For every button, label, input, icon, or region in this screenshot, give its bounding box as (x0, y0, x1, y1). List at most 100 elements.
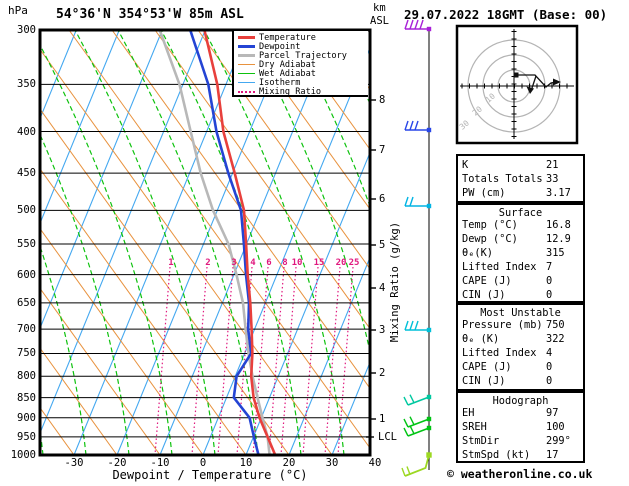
barb-tick (409, 19, 414, 30)
mixing-ratio-line (217, 266, 234, 455)
skewt-background-lines (40, 30, 370, 455)
wet-adiabat-line (160, 30, 302, 455)
hodograph-arrow (526, 86, 534, 94)
legend-item-parcel-trajectory: Parcel Trajectory (234, 50, 368, 61)
legend-item-wet-adiabat: Wet Adiabat (234, 69, 368, 79)
mixing-ratio-line (252, 266, 269, 455)
temperature-tick-label: -10 (150, 457, 170, 469)
wind-barb (403, 416, 432, 428)
index-label: θₑ(K) (462, 247, 493, 259)
legend-swatch (238, 90, 255, 93)
legend-item-dewpoint: Dewpoint (234, 41, 368, 52)
index-value: 750 (546, 319, 565, 331)
mixing-ratio-value-label: 20 (335, 258, 347, 268)
barb-tick (414, 120, 419, 131)
index-label: StmSpd (kt) (462, 449, 531, 461)
pressure-tick-label: 600 (17, 268, 36, 281)
altitude-tick-label: 4 (379, 282, 386, 294)
index-row: StmDir 299° (458, 435, 583, 449)
indices-table-surface: Surface Temp (°C) 16.8 Dewp (°C) 12.9 θₑ(K) 3… (456, 203, 585, 303)
barb-tick (403, 427, 409, 437)
barb-tick (406, 466, 411, 475)
plot-frame (38, 28, 372, 457)
index-value: 100 (546, 421, 565, 433)
pressure-tick-label: 550 (17, 237, 36, 250)
index-label: CAPE (J) (462, 361, 512, 373)
legend-swatch (238, 64, 255, 65)
index-value: 7 (546, 261, 553, 273)
barb-station-marker (426, 425, 432, 431)
barb-station-marker (426, 26, 432, 32)
pressure-tick-label: 950 (17, 430, 36, 443)
barb-tick (414, 19, 419, 30)
index-value: 12.9 (546, 233, 571, 245)
index-value: 0 (546, 275, 553, 287)
barb-tick (409, 196, 414, 207)
dry-adiabat-line (197, 30, 370, 270)
index-row: Pressure (mb) 750 (458, 319, 583, 333)
mixing-ratio-value-label: 1 (168, 258, 174, 268)
barb-tick (409, 320, 414, 331)
legend-label: Parcel Trajectory (259, 50, 347, 61)
dry-adiabat-line (68, 30, 370, 449)
wind-barb (404, 120, 432, 133)
index-label: SREH (462, 421, 487, 433)
mixing-ratio-value-label: 6 (266, 258, 272, 268)
barb-station-marker (426, 452, 432, 458)
index-label: Lifted Index (462, 347, 537, 359)
legend-label: Dewpoint (259, 41, 301, 52)
copyright-credit: © weatheronline.co.uk (447, 467, 593, 481)
barb-tick (414, 320, 419, 331)
pressure-tick-label: 750 (17, 347, 36, 360)
barb-tick (409, 120, 414, 131)
wind-barb (404, 19, 432, 32)
sounding-curves (158, 30, 277, 455)
index-value: 0 (546, 375, 553, 387)
index-value: 97 (546, 407, 559, 419)
barb-station-marker (426, 127, 432, 133)
index-row: SREH 100 (458, 421, 583, 435)
dry-adiabat-line (40, 227, 204, 455)
dry-adiabat-line (40, 108, 290, 455)
temperature-tick-label: 20 (282, 457, 296, 469)
index-row: Totals Totals 33 (458, 173, 583, 187)
isotherm-line (40, 30, 206, 435)
legend-item-isotherm: Isotherm (234, 78, 368, 88)
legend: Temperature Dewpoint Parcel Trajectory Dry … (232, 31, 368, 97)
index-value: 0 (546, 289, 553, 301)
index-value: 33 (546, 173, 559, 185)
barb-tick (419, 19, 424, 30)
altitude-tick-label: 3 (379, 324, 386, 336)
index-label: EH (462, 407, 475, 419)
legend-item-dry-adiabat: Dry Adiabat (234, 59, 368, 70)
isotherm-line (245, 151, 370, 455)
dry-adiabat-line (40, 347, 118, 455)
mixing-ratio-line (191, 266, 208, 455)
dry-adiabat-line (40, 48, 333, 455)
dry-adiabat-line (154, 30, 370, 330)
legend-label: Dry Adiabat (259, 59, 316, 70)
barb-tick (403, 418, 409, 428)
barb-staff (404, 454, 430, 477)
barb-tick (404, 120, 409, 131)
dry-adiabat-line (240, 30, 370, 211)
index-row: K 21 (458, 159, 583, 173)
table-title-most-unstable: Most Unstable (480, 307, 561, 319)
dry-adiabat-line (283, 30, 370, 151)
temperature-tick-label: -30 (64, 457, 84, 469)
index-label: StmDir (462, 435, 500, 447)
temperature-tick-label: 0 (199, 457, 207, 469)
index-label: K (462, 159, 469, 171)
pressure-tick-label: 900 (17, 411, 36, 424)
barb-station-marker (426, 416, 432, 422)
pressure-tick-label: 400 (17, 125, 36, 138)
wind-barb (404, 196, 432, 209)
datetime-title: 29.07.2022 18GMT (Base: 00) (404, 7, 608, 22)
pressure-tick-label: 1000 (10, 449, 36, 461)
mixing-ratio-value-label: 25 (348, 258, 360, 268)
wind-barb (403, 394, 432, 406)
mixing-ratio-line (154, 266, 171, 455)
temperature-tick-label: -20 (107, 457, 127, 469)
hodograph-trace (516, 74, 557, 88)
